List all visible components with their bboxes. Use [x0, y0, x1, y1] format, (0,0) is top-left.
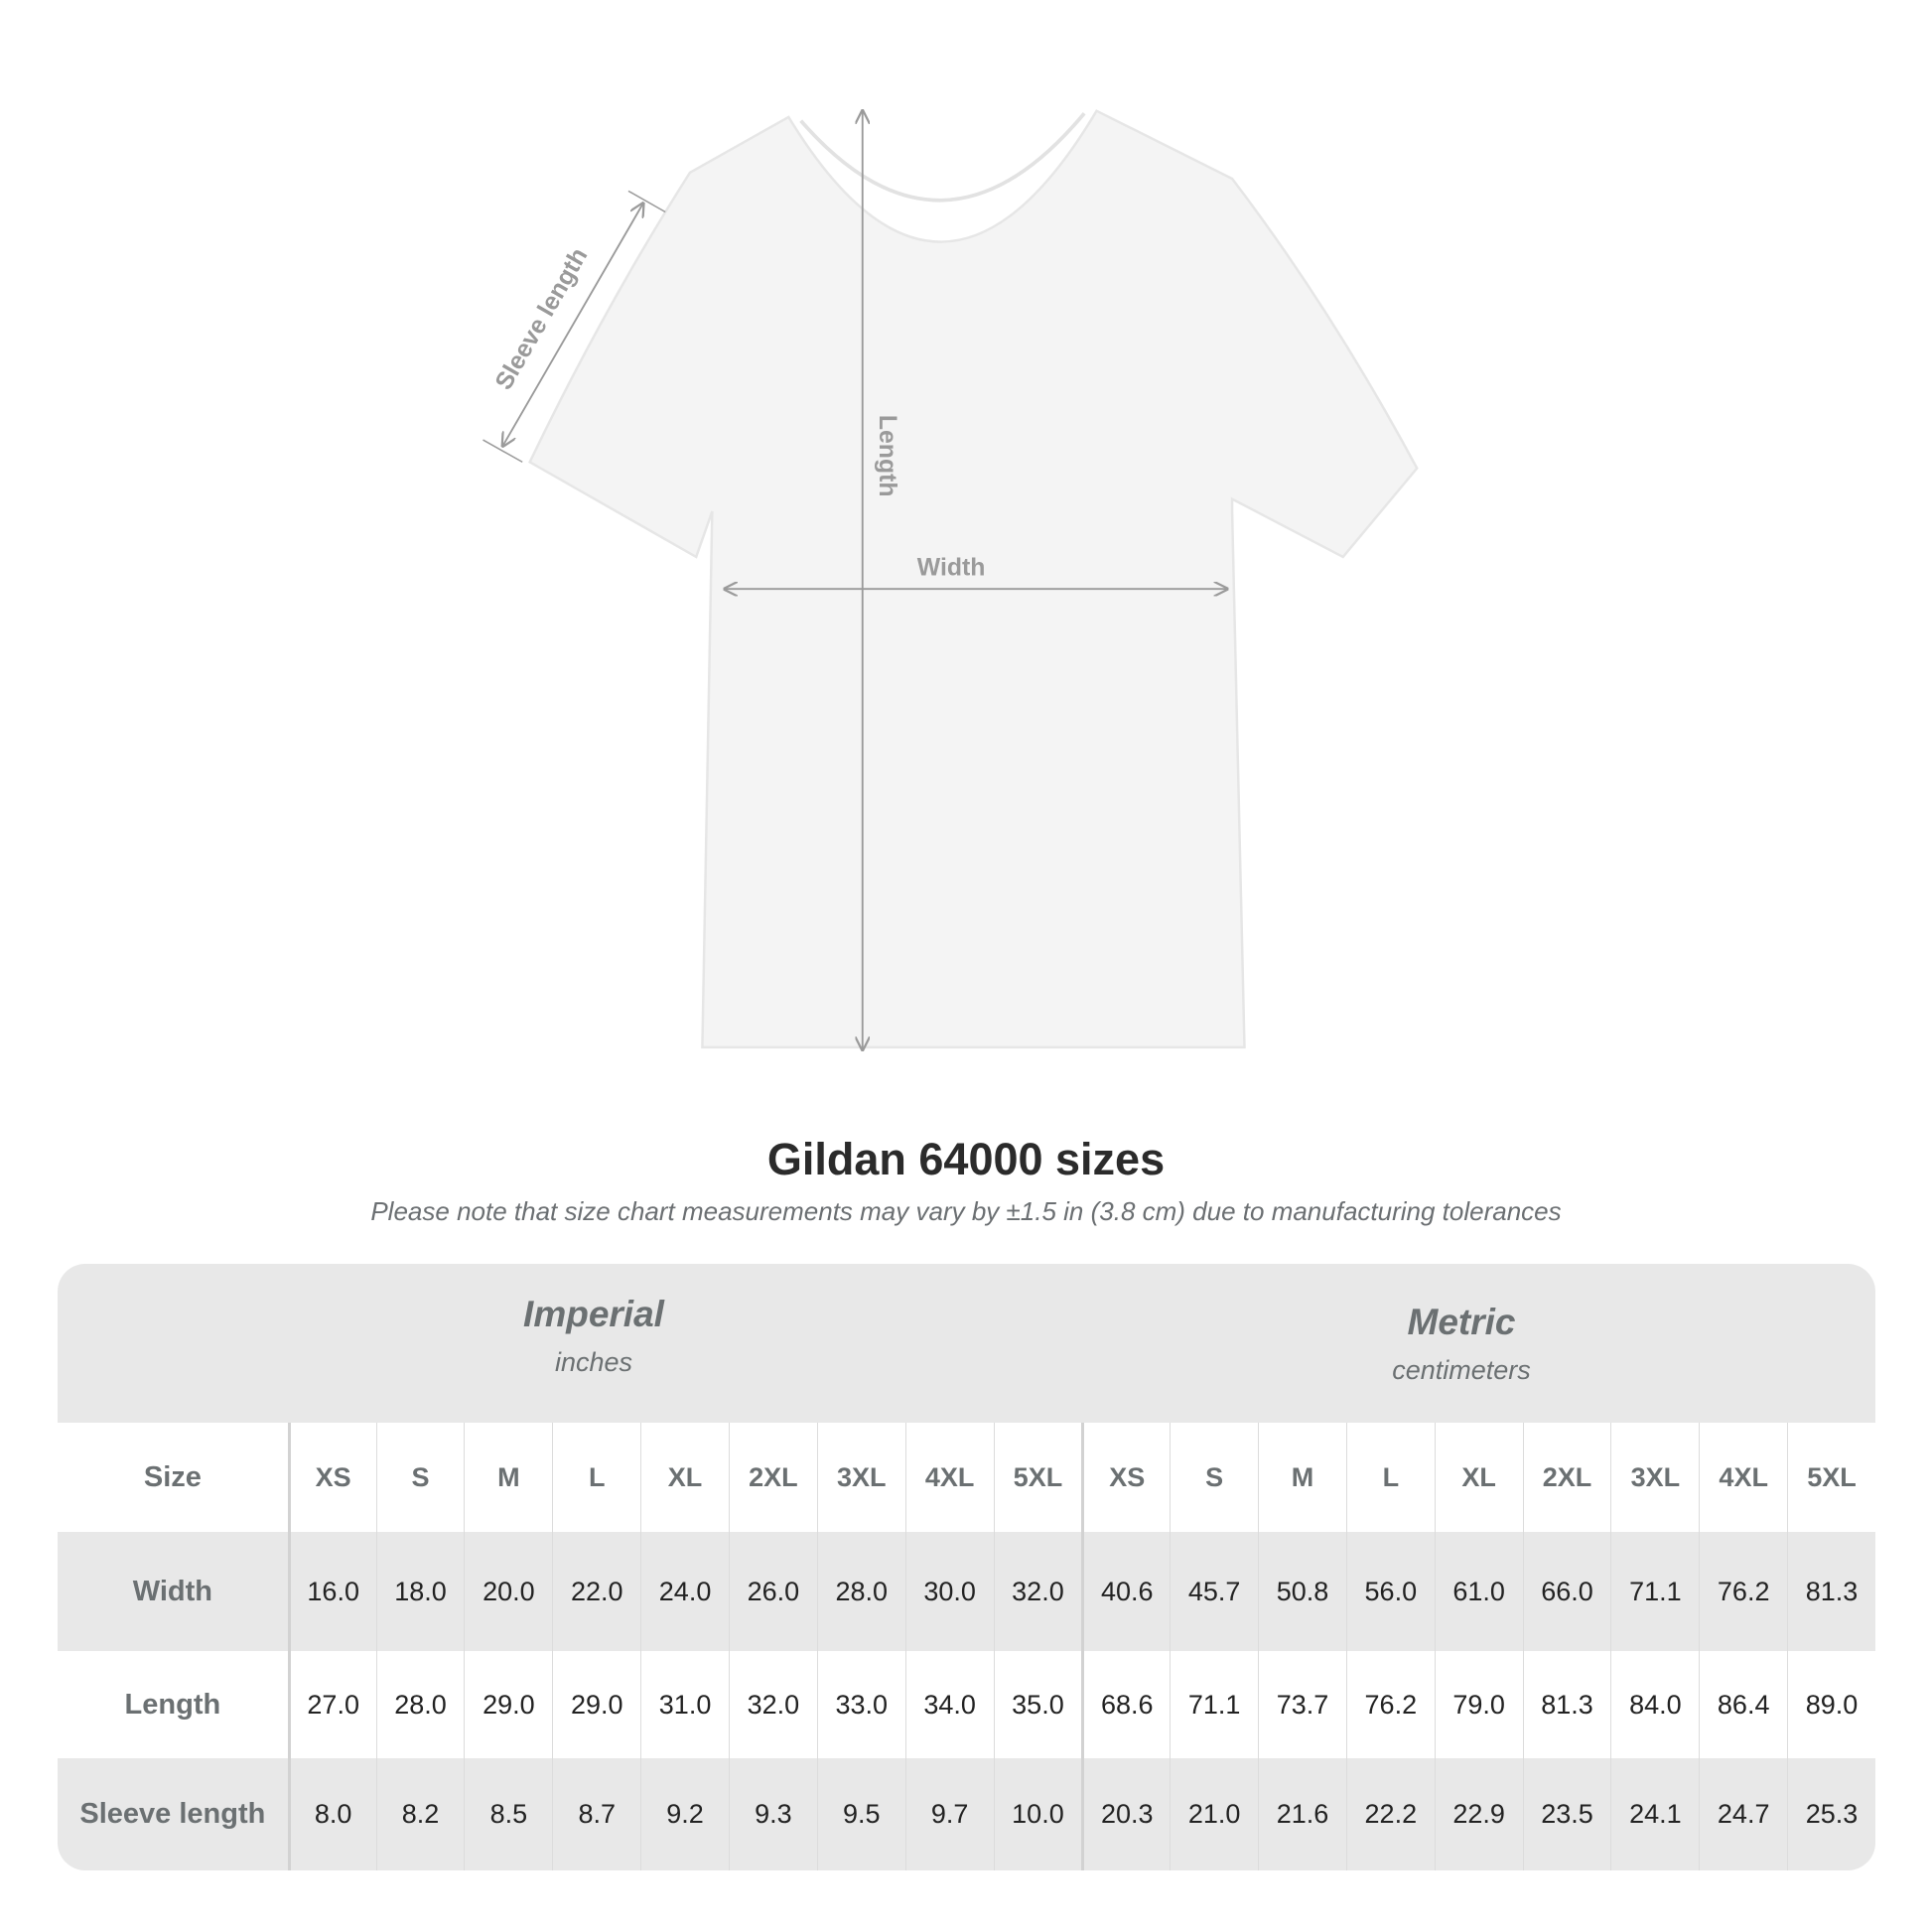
table-cell: 66.0	[1522, 1532, 1611, 1651]
table-cell: 20.0	[464, 1532, 552, 1651]
imperial-header: Imperial inches	[296, 1294, 892, 1378]
table-cell: 81.3	[1522, 1651, 1611, 1758]
unit-header: Imperial inches Metric centimeters	[58, 1264, 1875, 1423]
size-header-cell: 5XL	[993, 1423, 1082, 1532]
size-header-cell: XS	[287, 1423, 376, 1532]
table-cell: 25.3	[1787, 1758, 1875, 1870]
size-header-cell: 4XL	[904, 1423, 994, 1532]
table-cell: 50.8	[1258, 1532, 1346, 1651]
table-cell: 21.0	[1170, 1758, 1258, 1870]
table-cell: 22.0	[552, 1532, 640, 1651]
table-cell: 10.0	[993, 1758, 1082, 1870]
table-cell: 9.5	[816, 1758, 905, 1870]
row-label: Sleeve length	[79, 1798, 266, 1830]
table-cell: 18.0	[375, 1532, 465, 1651]
table-cell: 81.3	[1787, 1532, 1875, 1651]
size-table: Imperial inches Metric centimeters Size …	[58, 1264, 1875, 1870]
metric-unit: centimeters	[1392, 1355, 1531, 1385]
table-row: Length 27.0 28.0 29.0 29.0 31.0 32.0 33.0 34.0 35…	[58, 1651, 1875, 1758]
table-cell: 24.0	[640, 1532, 729, 1651]
row-label: Size	[143, 1460, 202, 1493]
table-cell: 71.1	[1610, 1532, 1699, 1651]
length-label: Length	[874, 415, 900, 497]
size-header-cell: S	[375, 1423, 465, 1532]
table-cell: 79.0	[1434, 1651, 1523, 1758]
table-cell: 40.6	[1081, 1532, 1170, 1651]
table-cell: 24.7	[1699, 1758, 1787, 1870]
table-cell: 29.0	[552, 1651, 640, 1758]
metric-header: Metric centimeters	[1164, 1302, 1759, 1386]
metric-title: Metric	[1407, 1302, 1516, 1342]
table-cell: 29.0	[464, 1651, 552, 1758]
width-label: Width	[917, 555, 986, 582]
size-row: Size XS S M L XL 2XL 3XL 4XL 5XL XS S M L XL 2XL 3XL 4XL…	[58, 1423, 1875, 1532]
table-cell: 76.2	[1345, 1651, 1435, 1758]
size-header-cell: 4XL	[1699, 1423, 1787, 1532]
imperial-title: Imperial	[523, 1294, 664, 1334]
size-header-cell: XL	[640, 1423, 729, 1532]
table-row: Sleeve length 8.0 8.2 8.5 8.7 9.2 9.3 9.5 9.7 10.…	[58, 1758, 1875, 1870]
table-cell: 34.0	[904, 1651, 994, 1758]
table-cell: 8.7	[552, 1758, 640, 1870]
size-header-cell: 3XL	[816, 1423, 905, 1532]
size-header-cell: 3XL	[1610, 1423, 1699, 1532]
table-cell: 33.0	[816, 1651, 905, 1758]
table-cell: 20.3	[1081, 1758, 1170, 1870]
table-cell: 35.0	[993, 1651, 1082, 1758]
table-cell: 21.6	[1258, 1758, 1346, 1870]
table-cell: 31.0	[640, 1651, 729, 1758]
page-title: Gildan 64000 sizes	[766, 1134, 1166, 1184]
size-header-cell: 2XL	[1522, 1423, 1611, 1532]
row-label: Length	[124, 1688, 221, 1721]
imperial-unit: inches	[554, 1347, 633, 1377]
size-header-cell: M	[464, 1423, 552, 1532]
table-cell: 71.1	[1170, 1651, 1258, 1758]
table-cell: 9.2	[640, 1758, 729, 1870]
table-cell: 24.1	[1610, 1758, 1699, 1870]
size-header-cell: 5XL	[1787, 1423, 1875, 1532]
size-header-cell: XL	[1434, 1423, 1523, 1532]
table-cell: 68.6	[1081, 1651, 1170, 1758]
table-cell: 27.0	[287, 1651, 376, 1758]
table-cell: 56.0	[1345, 1532, 1435, 1651]
table-cell: 23.5	[1522, 1758, 1611, 1870]
table-cell: 22.9	[1434, 1758, 1523, 1870]
table-cell: 73.7	[1258, 1651, 1346, 1758]
table-cell: 32.0	[728, 1651, 817, 1758]
table-cell: 86.4	[1699, 1651, 1787, 1758]
table-cell: 32.0	[993, 1532, 1082, 1651]
sleeve-measure-line	[502, 204, 642, 446]
table-cell: 45.7	[1170, 1532, 1258, 1651]
table-cell: 30.0	[904, 1532, 994, 1651]
table-cell: 8.5	[464, 1758, 552, 1870]
table-cell: 22.2	[1345, 1758, 1435, 1870]
size-header-cell: S	[1170, 1423, 1258, 1532]
row-label: Width	[132, 1575, 213, 1607]
size-header-cell: L	[552, 1423, 640, 1532]
size-header-cell: L	[1345, 1423, 1435, 1532]
tolerance-note: Please note that size chart measurements…	[370, 1196, 1562, 1226]
table-cell: 28.0	[375, 1651, 465, 1758]
table-cell: 9.7	[904, 1758, 994, 1870]
size-header-cell: M	[1258, 1423, 1346, 1532]
size-header-cell: 2XL	[728, 1423, 817, 1532]
table-cell: 8.2	[375, 1758, 465, 1870]
table-cell: 28.0	[816, 1532, 905, 1651]
table-row: Width 16.0 18.0 20.0 22.0 24.0 26.0 28.0 30.0 32.…	[58, 1532, 1875, 1651]
size-header-cell: XS	[1081, 1423, 1170, 1532]
table-cell: 8.0	[287, 1758, 376, 1870]
table-cell: 9.3	[728, 1758, 817, 1870]
table-cell: 26.0	[728, 1532, 817, 1651]
table-cell: 16.0	[287, 1532, 376, 1651]
table-cell: 76.2	[1699, 1532, 1787, 1651]
table-cell: 89.0	[1787, 1651, 1875, 1758]
table-cell: 84.0	[1610, 1651, 1699, 1758]
table-cell: 61.0	[1434, 1532, 1523, 1651]
collar	[799, 111, 1086, 203]
